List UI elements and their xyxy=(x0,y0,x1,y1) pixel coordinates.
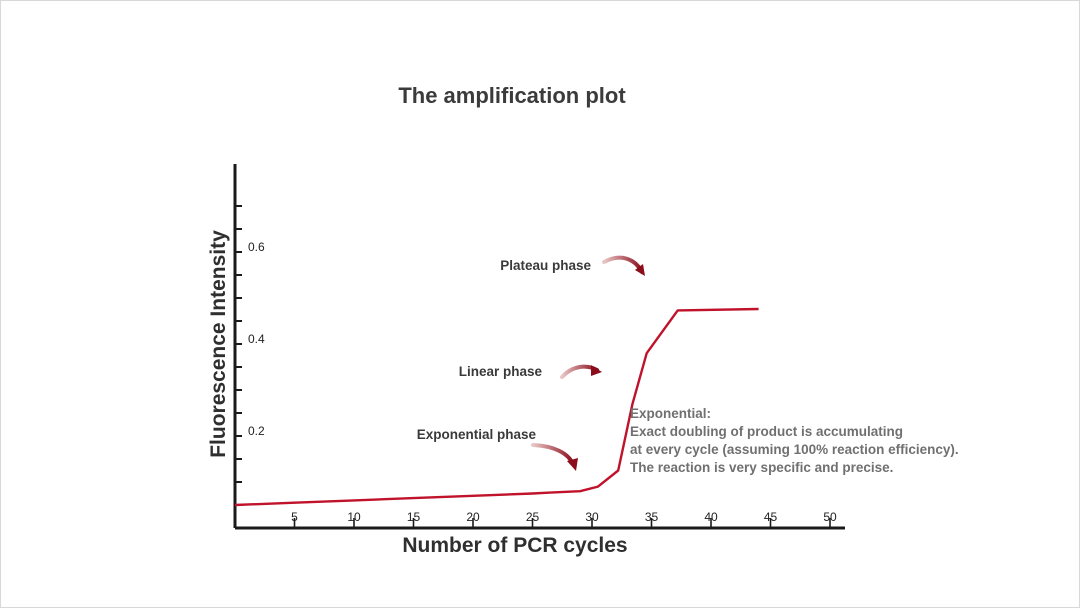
x-tick-label: 40 xyxy=(704,510,718,524)
curve-point xyxy=(617,469,619,471)
linear-arrowhead-icon xyxy=(591,365,602,376)
x-tick-label: 5 xyxy=(291,510,298,524)
axes xyxy=(233,164,845,530)
curve-point xyxy=(757,308,759,310)
curve-point xyxy=(293,502,295,504)
x-tick-label: 35 xyxy=(645,510,659,524)
note-line-4: The reaction is very specific and precis… xyxy=(630,460,893,475)
x-axis-label: Number of PCR cycles xyxy=(402,534,627,557)
linear-phase-label: Linear phase xyxy=(459,364,543,379)
curve-point xyxy=(676,309,678,311)
curve-point xyxy=(412,497,414,499)
y-tick-label: 0.4 xyxy=(248,332,265,346)
x-tick-label: 45 xyxy=(764,510,778,524)
y-tick-label: 0.2 xyxy=(248,424,265,438)
exponential-phase-label: Exponential phase xyxy=(417,427,537,442)
curve-point xyxy=(472,495,474,497)
curve-point xyxy=(234,504,236,506)
plateau-arrowhead-icon xyxy=(635,264,645,276)
x-tick-label: 30 xyxy=(585,510,599,524)
x-tick-label: 25 xyxy=(526,510,540,524)
exponential-arrowhead-icon xyxy=(567,458,578,471)
axis-ticks: 0.2 0.4 0.6 5 10 15 20 25 30 35 40 45 50 xyxy=(235,205,837,528)
x-tick-label: 10 xyxy=(347,510,361,524)
x-tick-label: 20 xyxy=(466,510,480,524)
curve-point xyxy=(549,491,551,493)
curve-point xyxy=(531,492,533,494)
curve-point xyxy=(631,403,633,405)
curve-point xyxy=(646,352,648,354)
y-axis-label: Fluorescence Intensity xyxy=(207,230,230,458)
exponential-arrow-icon xyxy=(531,443,575,466)
curve-point xyxy=(579,490,581,492)
exponential-note: Exponential: Exact doubling of product i… xyxy=(630,406,959,475)
x-tick-label: 50 xyxy=(823,510,837,524)
chart-title: The amplification plot xyxy=(398,83,626,108)
note-line-3: at every cycle (assuming 100% reaction e… xyxy=(630,442,959,457)
note-line-1: Exponential: xyxy=(630,406,711,421)
fluorescence-curve xyxy=(234,307,759,507)
plateau-phase-label: Plateau phase xyxy=(500,258,591,273)
note-line-2: Exact doubling of product is accumulatin… xyxy=(630,424,903,439)
curve-point xyxy=(597,485,599,487)
curve-point xyxy=(353,499,355,501)
y-tick-label: 0.6 xyxy=(248,240,265,254)
x-tick-label: 15 xyxy=(407,510,421,524)
